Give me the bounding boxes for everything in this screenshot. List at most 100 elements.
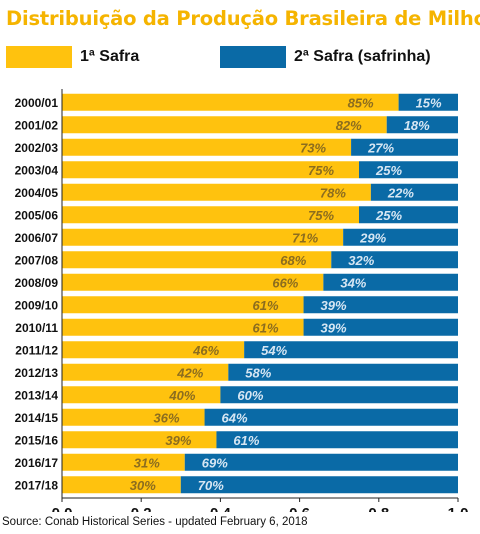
bar-safra1-2015/16 [62,431,217,449]
bar-safra1-2011/12 [62,341,245,359]
data-label-safra1: 61% [253,298,279,313]
data-label-safra2: 58% [245,365,271,380]
category-label: 2005/06 [15,208,59,222]
data-label-safra1: 36% [154,410,180,425]
legend-swatch-safra1 [6,46,72,68]
data-label-safra2: 60% [237,388,263,403]
data-label-safra1: 71% [292,230,318,245]
data-label-safra1: 40% [168,388,195,403]
data-label-safra2: 64% [222,410,248,425]
bar-safra1-2013/14 [62,386,221,404]
data-label-safra1: 61% [253,320,279,335]
category-label: 2007/08 [15,253,59,267]
bar-safra1-2010/11 [62,318,304,336]
data-label-safra2: 15% [416,95,442,110]
bar-safra1-2005/06 [62,206,359,224]
bar-safra2-2011/12 [244,341,458,359]
data-label-safra2: 27% [367,140,394,155]
x-tick-label: 0.6 [289,505,310,512]
bar-safra2-2012/13 [228,363,458,381]
bar-safra2-2000/01 [398,93,458,111]
x-tick-label: 0.8 [368,505,389,512]
bar-safra1-2003/04 [62,161,359,179]
bar-safra1-2002/03 [62,138,352,156]
bar-safra2-2016/17 [184,453,458,471]
bar-safra2-2002/03 [351,138,458,156]
bar-safra2-2005/06 [359,206,458,224]
data-label-safra1: 75% [308,208,334,223]
data-label-safra1: 68% [280,253,306,268]
bar-safra1-2006/07 [62,228,344,246]
data-label-safra1: 73% [300,140,326,155]
data-label-safra2: 25% [375,163,402,178]
bar-safra2-2014/15 [204,408,458,426]
bar-safra1-2004/05 [62,183,371,201]
data-label-safra1: 46% [192,343,219,358]
category-label: 2006/07 [15,231,59,245]
bar-safra1-2014/15 [62,408,205,426]
bar-safra2-2004/05 [370,183,458,201]
category-label: 2000/01 [15,96,59,110]
category-label: 2011/12 [15,343,58,357]
data-label-safra2: 22% [387,185,414,200]
category-label: 2017/18 [15,478,59,492]
data-label-safra1: 31% [134,455,160,470]
bar-safra2-2007/08 [331,251,458,269]
category-label: 2014/15 [15,411,59,425]
legend-swatch-safra2 [220,46,286,68]
bar-safra2-2008/09 [323,273,458,291]
category-label: 2002/03 [15,141,59,155]
category-label: 2013/14 [15,388,59,402]
bar-safra1-2016/17 [62,453,185,471]
data-label-safra2: 70% [198,478,224,493]
data-label-safra1: 30% [130,478,156,493]
category-label: 2001/02 [15,118,59,132]
data-label-safra2: 18% [404,118,430,133]
category-label: 2003/04 [15,163,59,177]
bar-safra2-2003/04 [359,161,458,179]
data-label-safra1: 42% [176,365,203,380]
data-label-safra2: 34% [340,275,366,290]
data-label-safra2: 25% [375,208,402,223]
data-label-safra2: 32% [348,253,374,268]
data-label-safra2: 29% [359,230,386,245]
bar-safra1-2000/01 [62,93,399,111]
category-label: 2015/16 [15,433,59,447]
category-label: 2010/11 [15,321,58,335]
bar-safra1-2007/08 [62,251,332,269]
x-tick-label: 0.0 [52,505,73,512]
chart-title: Distribuição da Produção Brasileira de M… [6,7,480,30]
category-label: 2012/13 [15,366,59,380]
data-label-safra1: 82% [336,118,362,133]
bar-safra1-2009/10 [62,296,304,314]
x-tick-label: 1.0 [448,505,469,512]
data-label-safra1: 75% [308,163,334,178]
legend-label-safra1: 1ª Safra [80,48,140,65]
bar-safra1-2017/18 [62,476,181,494]
data-label-safra2: 61% [233,433,259,448]
legend-label-safra2: 2ª Safra (safrinha) [294,48,431,65]
bar-safra2-2006/07 [343,228,458,246]
bar-safra1-2001/02 [62,116,387,134]
bar-safra2-2017/18 [180,476,459,494]
data-label-safra1: 39% [165,433,191,448]
bar-safra2-2013/14 [220,386,458,404]
category-label: 2009/10 [15,298,59,312]
source-note: Source: Conab Historical Series - update… [2,516,308,528]
bar-safra2-2001/02 [386,116,458,134]
data-label-safra2: 39% [321,320,347,335]
data-label-safra1: 85% [348,95,374,110]
data-label-safra1: 78% [320,185,346,200]
bar-safra2-2009/10 [303,296,458,314]
data-label-safra2: 69% [202,455,228,470]
data-label-safra2: 54% [261,343,287,358]
x-tick-label: 0.2 [131,505,152,512]
category-label: 2004/05 [15,186,59,200]
bar-safra1-2012/13 [62,363,229,381]
bar-safra2-2010/11 [303,318,458,336]
category-label: 2016/17 [15,456,59,470]
category-label: 2008/09 [15,276,59,290]
data-label-safra1: 66% [272,275,298,290]
data-label-safra2: 39% [321,298,347,313]
stacked-bar-chart: 2000/01 85% 15% 2001/02 82% 18% 2002/03 73% 27% 2… [15,89,469,512]
